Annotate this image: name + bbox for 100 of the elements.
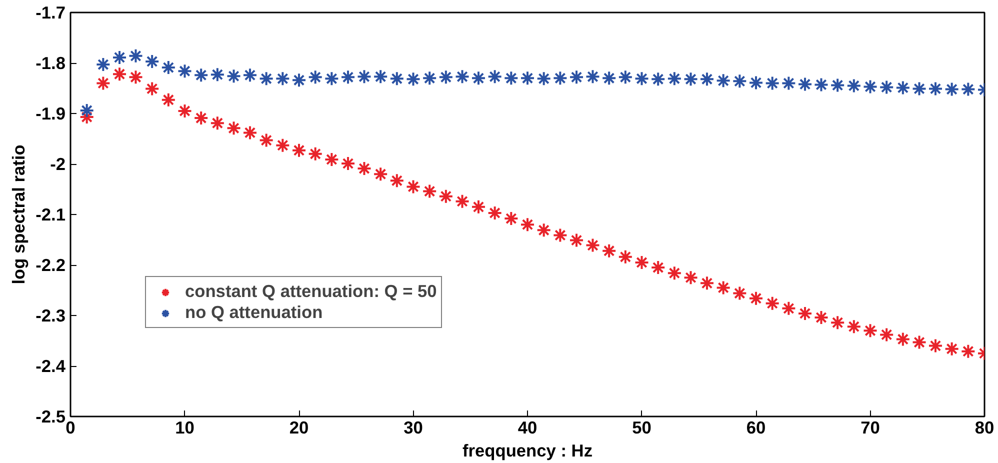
y-tick-label: -2.4 xyxy=(36,356,66,376)
point xyxy=(340,156,356,171)
point xyxy=(210,67,225,82)
point xyxy=(340,70,356,85)
point xyxy=(177,103,192,118)
point xyxy=(536,71,552,86)
point xyxy=(128,48,144,64)
point xyxy=(585,69,600,84)
point xyxy=(454,194,470,209)
x-tick-label: 10 xyxy=(175,418,194,438)
point xyxy=(79,110,94,125)
point xyxy=(862,323,878,338)
point xyxy=(798,76,813,92)
point xyxy=(487,69,502,84)
point xyxy=(879,327,894,342)
point xyxy=(144,81,160,96)
point xyxy=(618,70,633,85)
point xyxy=(292,72,306,88)
point xyxy=(292,142,306,158)
point xyxy=(798,306,813,321)
point xyxy=(912,81,927,96)
point xyxy=(210,116,225,131)
point xyxy=(422,184,438,199)
x-tick-label: 0 xyxy=(66,418,76,438)
point xyxy=(520,217,535,232)
legend-label: no Q attenuation xyxy=(185,302,323,323)
point xyxy=(194,110,209,126)
point xyxy=(470,70,486,86)
point xyxy=(258,71,274,86)
point xyxy=(585,238,600,253)
x-tick-label: 60 xyxy=(746,418,766,438)
point xyxy=(373,69,388,84)
point xyxy=(683,72,698,87)
x-tick-label: 70 xyxy=(860,418,880,438)
point xyxy=(487,205,502,220)
point xyxy=(258,132,274,148)
point xyxy=(128,70,144,85)
point xyxy=(226,120,242,136)
point xyxy=(650,72,666,87)
point xyxy=(160,92,176,108)
point xyxy=(814,77,829,92)
point xyxy=(732,74,748,89)
y-tick-label: -2 xyxy=(50,154,66,174)
point xyxy=(569,70,584,85)
y-axis-title: log spectral ratio xyxy=(8,144,29,284)
point xyxy=(389,71,404,86)
point xyxy=(438,70,454,85)
point xyxy=(944,341,960,356)
point xyxy=(928,81,943,96)
y-tick-label: -1.9 xyxy=(36,104,66,124)
point xyxy=(406,179,421,194)
point xyxy=(748,290,764,306)
point xyxy=(650,260,666,276)
y-tick-label: -2.5 xyxy=(36,406,66,426)
x-tick-label: 30 xyxy=(404,418,423,438)
point xyxy=(275,138,290,153)
point xyxy=(504,211,519,226)
point xyxy=(846,78,862,94)
point xyxy=(552,228,568,243)
legend-label: constant Q attenuation: Q = 50 xyxy=(185,281,437,302)
point xyxy=(569,232,584,248)
point xyxy=(356,69,372,84)
point xyxy=(683,270,698,286)
point xyxy=(830,78,846,93)
point xyxy=(160,60,176,76)
point xyxy=(748,75,764,90)
y-tick-label: -2.2 xyxy=(36,255,66,275)
point xyxy=(960,82,976,97)
point xyxy=(879,80,894,95)
point xyxy=(699,276,714,291)
point xyxy=(194,68,209,83)
point xyxy=(764,76,780,91)
point xyxy=(422,70,438,86)
point xyxy=(781,76,796,91)
point xyxy=(895,80,910,96)
point xyxy=(144,54,160,69)
point xyxy=(308,146,323,162)
point xyxy=(520,70,535,86)
x-tick-label: 40 xyxy=(518,418,538,438)
point xyxy=(308,70,323,85)
point xyxy=(356,161,372,176)
point xyxy=(504,70,519,86)
point xyxy=(454,69,470,84)
point xyxy=(112,50,128,65)
point xyxy=(666,71,682,86)
point xyxy=(552,70,568,86)
point xyxy=(96,76,111,91)
point xyxy=(716,73,731,88)
point xyxy=(944,82,960,97)
point xyxy=(716,280,731,296)
y-tick-label: -2.3 xyxy=(36,306,66,326)
point xyxy=(389,173,404,188)
point xyxy=(732,286,748,301)
point xyxy=(242,68,258,83)
point xyxy=(830,315,846,330)
point xyxy=(536,222,552,238)
y-tick-label: -1.8 xyxy=(36,53,66,73)
point xyxy=(912,334,927,350)
point xyxy=(275,71,290,86)
point xyxy=(470,199,486,214)
